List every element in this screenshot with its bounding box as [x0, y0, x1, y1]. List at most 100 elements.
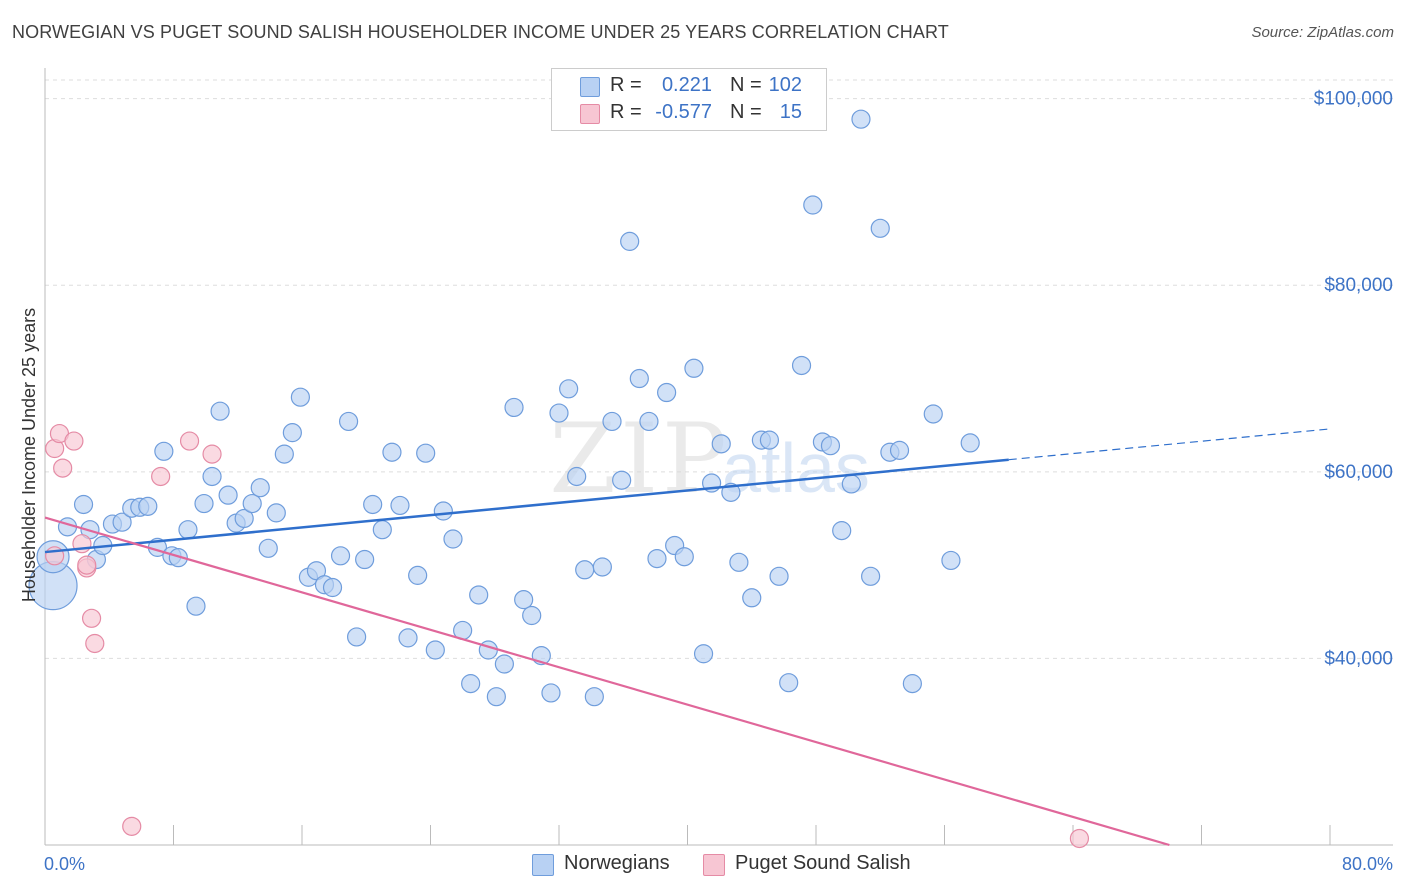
data-point	[186, 596, 206, 616]
data-point	[684, 358, 704, 378]
data-point	[274, 444, 294, 464]
data-point	[803, 195, 823, 215]
data-point	[242, 493, 262, 514]
puget-sound-salish-legend-swatch	[703, 854, 725, 876]
data-point	[567, 466, 587, 487]
data-point	[820, 436, 841, 456]
stats-legend: R = 0.221 N = 102 R = -0.577 N = 15	[551, 68, 827, 131]
data-point	[112, 512, 132, 532]
norwegians-trend-extension	[1008, 428, 1331, 461]
data-point	[923, 404, 943, 424]
data-point	[759, 430, 780, 450]
data-point	[851, 109, 871, 129]
data-point	[355, 549, 375, 570]
norwegians-trend-line	[44, 458, 1009, 554]
norwegians-swatch	[580, 77, 600, 97]
n-value: 102	[768, 74, 802, 96]
data-point	[77, 555, 97, 575]
data-point	[250, 478, 270, 498]
data-point	[960, 433, 980, 453]
data-point	[469, 585, 489, 605]
data-point	[541, 683, 561, 703]
data-point	[234, 508, 254, 529]
data-point	[791, 355, 812, 376]
data-point	[674, 547, 694, 567]
data-point	[382, 442, 402, 462]
data-point	[363, 494, 383, 515]
data-point	[372, 520, 392, 540]
data-point	[85, 633, 105, 654]
puget-sound-salish-trend-line	[44, 516, 1170, 847]
legend-row-norwegians: R = 0.221 N = 102	[552, 73, 826, 99]
y-tick-label: $80,000	[1324, 275, 1393, 296]
data-point	[486, 687, 506, 707]
data-point	[769, 566, 789, 586]
data-point	[584, 687, 604, 707]
data-point	[861, 566, 881, 586]
data-point	[522, 605, 542, 626]
data-point	[330, 546, 351, 566]
data-point	[941, 550, 961, 571]
data-point	[168, 548, 188, 568]
n-label: N =	[730, 74, 762, 96]
data-point	[202, 444, 222, 464]
data-point	[73, 494, 94, 515]
data-point	[742, 588, 762, 608]
data-point	[504, 397, 524, 418]
r-label: R =	[610, 101, 642, 123]
data-point	[347, 627, 367, 647]
data-point	[81, 608, 102, 628]
y-axis-label: Householder Income Under 25 years	[19, 308, 39, 602]
data-point	[575, 560, 595, 580]
data-point	[282, 423, 302, 443]
data-point	[639, 411, 659, 432]
data-point	[514, 590, 534, 610]
data-point	[620, 231, 640, 251]
data-point	[390, 495, 410, 516]
data-point	[425, 640, 445, 660]
trend-lines	[44, 428, 1331, 847]
data-point	[647, 548, 667, 569]
data-point	[902, 674, 922, 694]
y-tick-labels: $40,000 $60,000 $80,000 $100,000	[1314, 89, 1393, 670]
data-point	[322, 577, 343, 598]
data-point	[53, 458, 73, 478]
chart-title: NORWEGIAN VS PUGET SOUND SALISH HOUSEHOL…	[12, 22, 949, 42]
data-point	[202, 466, 222, 487]
data-point	[138, 496, 158, 516]
data-point	[433, 501, 453, 521]
data-point	[122, 816, 142, 836]
data-point	[549, 403, 569, 423]
data-point	[729, 552, 749, 572]
data-point	[218, 485, 238, 505]
data-point	[870, 218, 890, 238]
norwegians-points	[28, 109, 980, 707]
norwegians-legend-label: Norwegians	[564, 852, 670, 874]
data-point	[494, 654, 514, 674]
r-label: R =	[610, 74, 642, 96]
data-point	[559, 379, 579, 399]
data-point	[629, 368, 649, 389]
puget-sound-salish-swatch	[580, 104, 600, 124]
data-point	[416, 443, 436, 463]
data-point	[290, 387, 310, 407]
y-tick-label: $40,000	[1324, 648, 1393, 669]
data-point	[693, 644, 714, 664]
data-point	[711, 434, 731, 454]
data-point	[194, 493, 214, 514]
data-point	[592, 557, 612, 577]
data-point	[461, 674, 481, 694]
data-point	[841, 474, 861, 494]
data-point	[889, 440, 910, 460]
r-value: -0.577	[655, 101, 712, 123]
data-point	[443, 529, 463, 549]
n-value: 15	[779, 101, 802, 123]
puget-sound-salish-points	[45, 423, 1090, 849]
chart-source: Source: ZipAtlas.com	[1251, 24, 1394, 41]
n-label: N =	[730, 101, 762, 123]
legend-row-puget-sound-salish: R = -0.577 N = 15	[552, 100, 826, 126]
data-point	[338, 411, 359, 432]
data-point	[398, 628, 418, 648]
r-value: 0.221	[661, 74, 712, 96]
